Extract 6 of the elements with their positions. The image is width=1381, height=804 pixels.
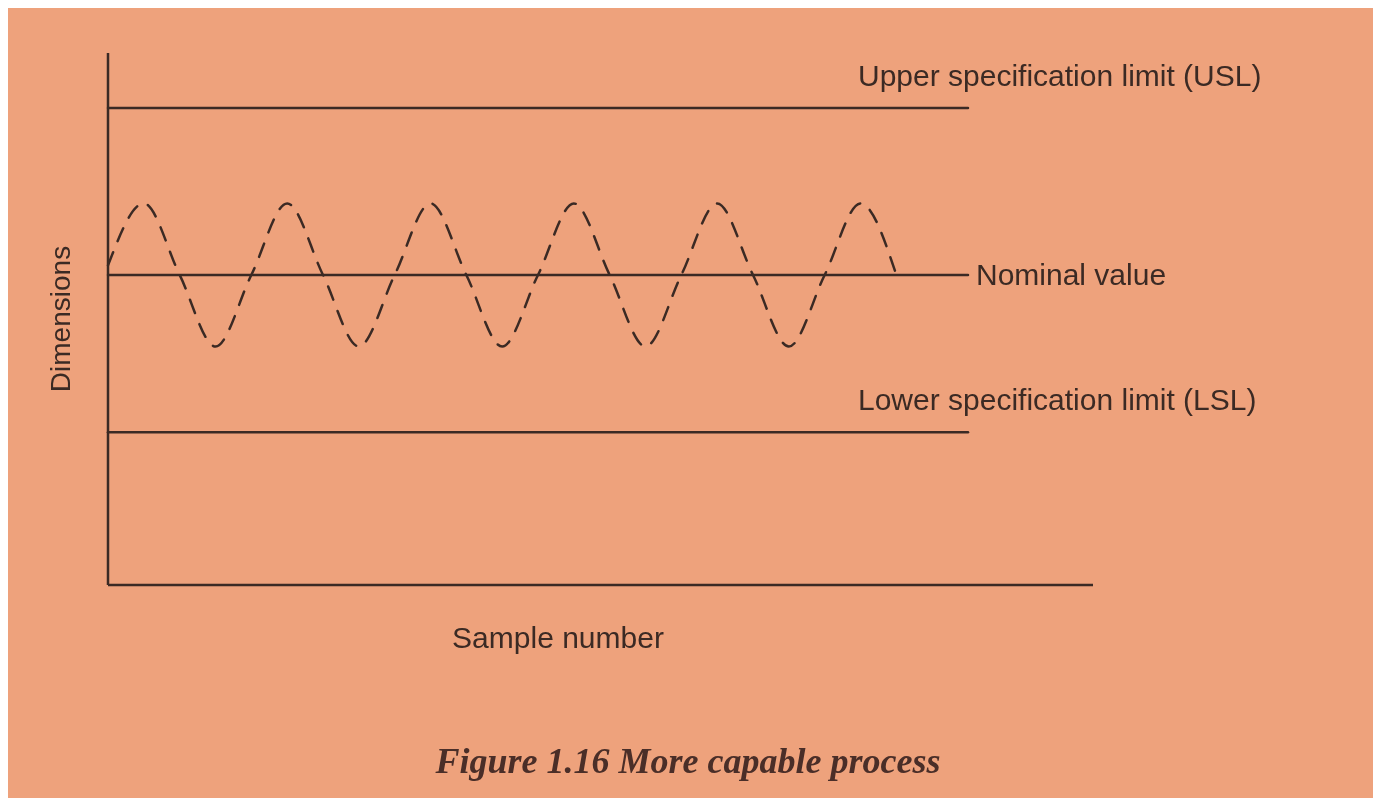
- y-axis-title: Dimensions: [45, 245, 76, 393]
- series-label: Lower specification limit (LSL): [858, 383, 1257, 417]
- series-label: Upper specification limit (USL): [858, 59, 1262, 92]
- series-label: Nominal value: [976, 257, 1167, 291]
- text: Figure 1.16 More capable process: [434, 741, 941, 781]
- x-axis-title: Sample number: [452, 621, 664, 654]
